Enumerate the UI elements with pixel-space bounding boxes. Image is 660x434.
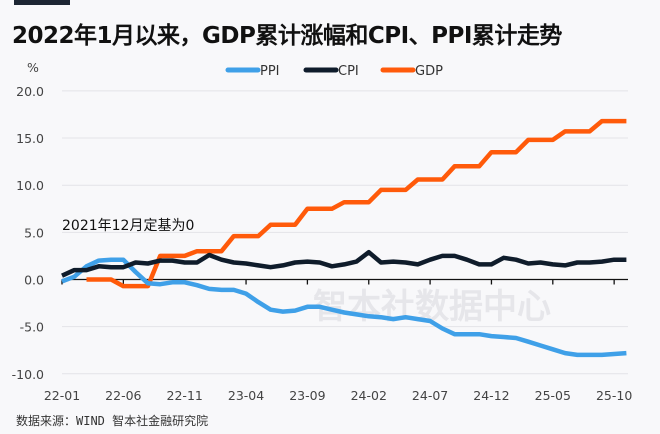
y-tick-label: 15.0	[16, 131, 44, 146]
series-line-gdp	[86, 118, 627, 289]
y-tick-label: 0.0	[24, 273, 44, 288]
y-tick-label: -5.0	[20, 320, 44, 335]
base-annotation: 2021年12月定基为0	[62, 217, 194, 234]
legend-label-ppi: PPI	[260, 64, 280, 79]
y-axis-unit: %	[27, 60, 39, 75]
x-tick-label: 24-12	[473, 388, 509, 403]
data-source: 数据来源：WIND 智本社金融研究院	[16, 414, 209, 428]
series-line-ppi	[61, 257, 627, 358]
x-tick-label: 22-06	[105, 388, 141, 403]
y-tick-label: 5.0	[24, 225, 44, 240]
chart-title: 2022年1月以来，GDP累计涨幅和CPI、PPI累计走势	[12, 23, 562, 49]
x-tick-label: 25-05	[535, 388, 571, 403]
series-line-cpi	[61, 249, 627, 278]
y-tick-label: -10.0	[12, 367, 44, 382]
y-tick-label: 20.0	[16, 84, 44, 99]
legend-label-gdp: GDP	[415, 64, 443, 79]
title-accent-bar	[14, 0, 70, 5]
x-tick-label: 23-04	[228, 388, 264, 403]
x-tick-label: 22-11	[167, 388, 203, 403]
y-tick-label: 10.0	[16, 178, 44, 193]
x-tick-label: 25-10	[596, 388, 632, 403]
x-tick-label: 24-07	[412, 388, 448, 403]
legend-label-cpi: CPI	[338, 64, 359, 79]
x-tick-label: 23-09	[289, 388, 325, 403]
x-tick-label: 22-01	[44, 388, 80, 403]
x-tick-label: 24-02	[351, 388, 387, 403]
